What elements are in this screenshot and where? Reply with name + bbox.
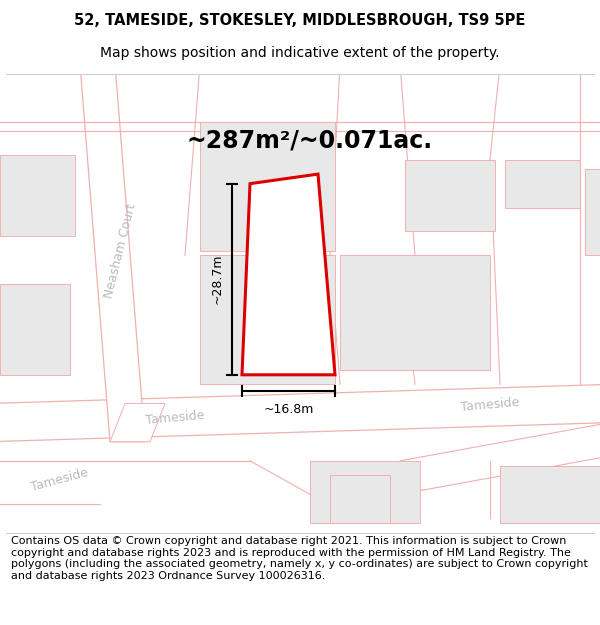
Text: 52, TAMESIDE, STOKESLEY, MIDDLESBROUGH, TS9 5PE: 52, TAMESIDE, STOKESLEY, MIDDLESBROUGH, … — [74, 13, 526, 28]
Text: Neasham Court: Neasham Court — [102, 202, 138, 299]
Text: ~16.8m: ~16.8m — [263, 402, 314, 416]
Text: 52: 52 — [283, 265, 317, 293]
Polygon shape — [330, 475, 390, 523]
Polygon shape — [505, 160, 580, 208]
Text: ~28.7m: ~28.7m — [211, 254, 224, 304]
Polygon shape — [0, 155, 75, 236]
Text: Tameside: Tameside — [30, 466, 90, 494]
Text: Map shows position and indicative extent of the property.: Map shows position and indicative extent… — [100, 46, 500, 60]
Polygon shape — [110, 404, 165, 442]
Polygon shape — [0, 284, 70, 375]
Text: Contains OS data © Crown copyright and database right 2021. This information is : Contains OS data © Crown copyright and d… — [11, 536, 587, 581]
Polygon shape — [340, 256, 490, 370]
Polygon shape — [500, 466, 600, 523]
Polygon shape — [405, 160, 495, 231]
Polygon shape — [310, 461, 420, 523]
Polygon shape — [200, 121, 335, 251]
Polygon shape — [585, 169, 600, 256]
Polygon shape — [200, 256, 335, 384]
Text: Tameside: Tameside — [145, 409, 205, 427]
Polygon shape — [242, 174, 335, 375]
Text: ~287m²/~0.071ac.: ~287m²/~0.071ac. — [187, 129, 433, 152]
Polygon shape — [80, 64, 145, 442]
Polygon shape — [0, 384, 600, 442]
Text: Tameside: Tameside — [460, 396, 520, 414]
